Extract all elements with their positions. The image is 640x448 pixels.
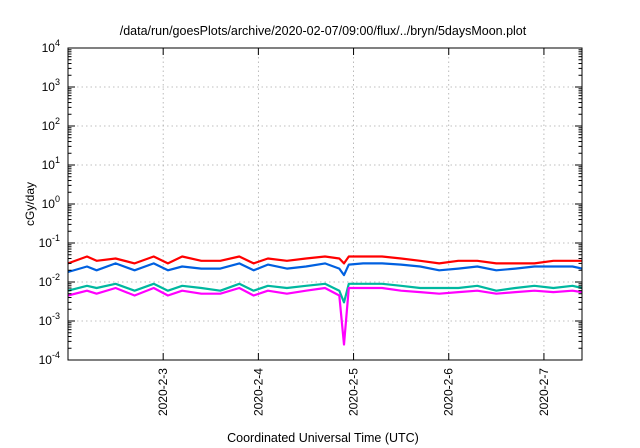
- x-axis-label: Coordinated Universal Time (UTC): [227, 431, 419, 445]
- x-tick-label: 2020-2-3: [156, 368, 170, 416]
- y-tick-label: 100: [42, 194, 60, 211]
- series-line-1: [67, 255, 582, 265]
- series-line-2: [67, 262, 583, 277]
- y-tick-label: 103: [42, 77, 60, 94]
- y-tick-label: 10-4: [39, 350, 60, 367]
- x-tick-label: 2020-2-5: [347, 368, 361, 416]
- y-tick-label: 101: [42, 155, 60, 172]
- series-line-4: [67, 286, 583, 346]
- x-tick-label: 2020-2-6: [442, 368, 456, 416]
- chart-title: /data/run/goesPlots/archive/2020-02-07/0…: [120, 24, 527, 38]
- y-tick-label: 10-2: [39, 272, 60, 289]
- x-axis: 2020-2-3 2020-2-4 2020-2-5 2020-2-6 2020-2-7: [156, 48, 551, 416]
- y-axis-label: cGy/day: [23, 182, 37, 226]
- gridlines: [68, 48, 582, 360]
- y-tick-label: 102: [42, 116, 60, 133]
- series-group: [67, 255, 583, 346]
- x-tick-label: 2020-2-7: [537, 368, 551, 416]
- x-tick-label: 2020-2-4: [251, 368, 265, 416]
- y-tick-label: 10-1: [39, 233, 60, 250]
- y-tick-label: 104: [42, 38, 60, 55]
- y-tick-label: 10-3: [39, 311, 60, 328]
- series-line-3: [67, 282, 583, 304]
- y-axis: 10-4 10-3 10-2 10-1 100 101 102 103 104: [39, 38, 582, 367]
